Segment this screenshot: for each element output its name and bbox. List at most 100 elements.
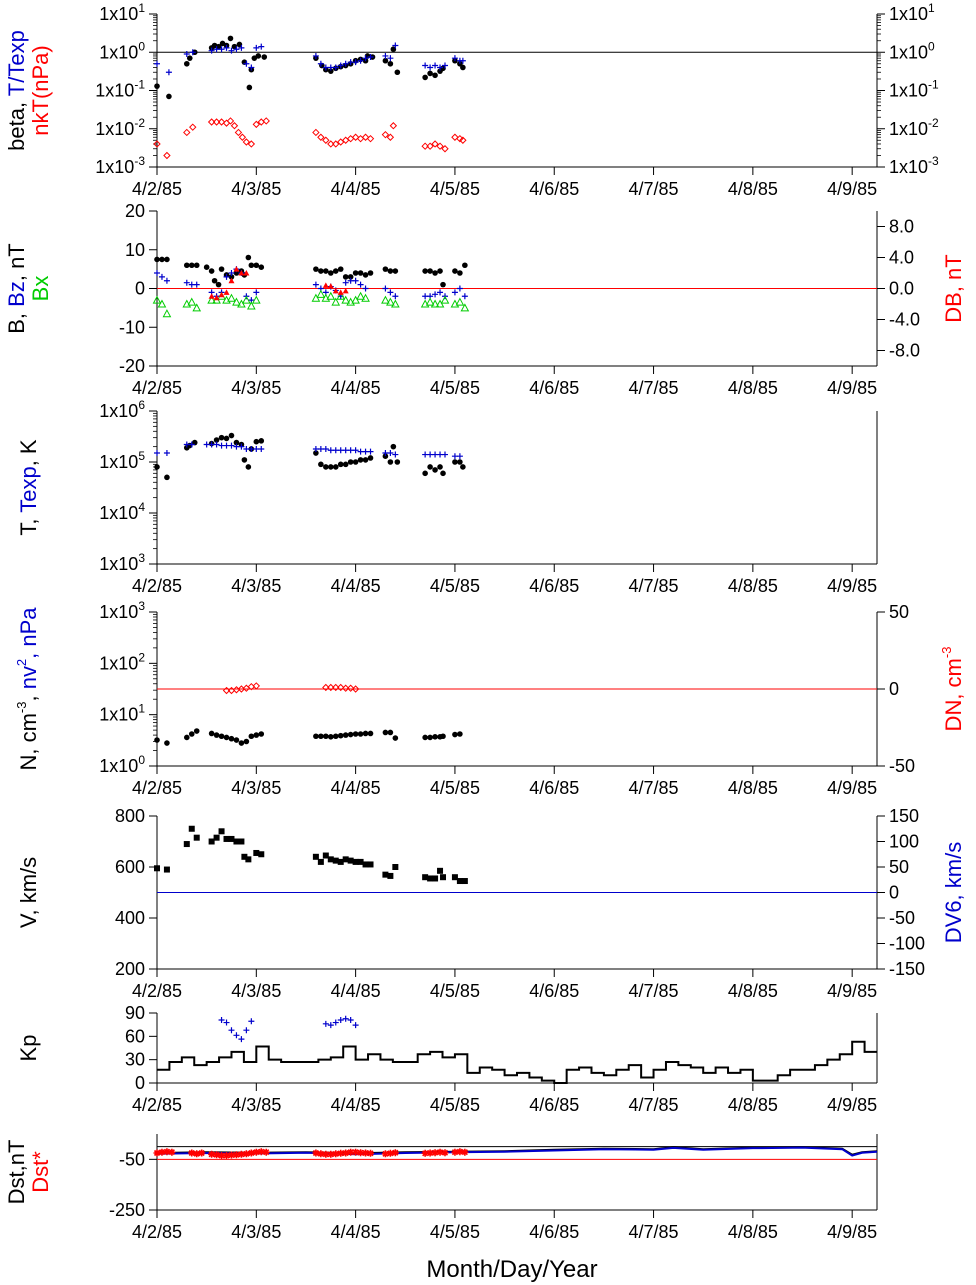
data-point: [386, 133, 395, 141]
data-point: [183, 734, 190, 741]
x-tick-label: 4/2/85: [132, 576, 182, 596]
data-point: [317, 1150, 325, 1158]
data-point: [165, 69, 172, 76]
y-axis-title-line-0: V, km/s: [16, 857, 41, 928]
data-point: [351, 133, 360, 141]
data-point: [248, 733, 255, 740]
right-tick-label: 1x10-2: [889, 116, 939, 139]
data-point: [342, 461, 349, 468]
data-point: [322, 683, 330, 692]
right-tick-label: 1x10-3: [889, 154, 939, 177]
data-point: [352, 459, 359, 465]
x-tick-label: 4/3/85: [231, 1222, 281, 1242]
data-point: [322, 1020, 329, 1027]
data-point: [218, 434, 225, 441]
data-point: [218, 1017, 225, 1023]
x-tick-label: 4/7/85: [629, 778, 679, 798]
x-tick-label: 4/6/85: [529, 1095, 579, 1115]
data-point: [332, 140, 340, 148]
y-tick-label: 400: [115, 908, 145, 928]
x-axis-title: Month/Day/Year: [426, 1256, 597, 1283]
x-tick-label: 4/6/85: [529, 576, 579, 596]
data-point: [437, 289, 444, 296]
y-axis-title-line-0: Kp: [16, 1035, 41, 1062]
right-tick-label: 8.0: [889, 217, 914, 237]
data-point: [322, 445, 329, 452]
data-point: [361, 133, 370, 141]
data-point: [243, 738, 250, 745]
data-point: [189, 49, 196, 56]
data-point: [154, 256, 160, 263]
data-point: [238, 1036, 245, 1043]
data-point: [257, 1148, 265, 1156]
data-point: [253, 262, 260, 269]
data-point: [193, 1150, 201, 1158]
data-point: [357, 270, 364, 276]
data-point: [452, 459, 458, 465]
data-point: [213, 294, 220, 301]
data-point: [253, 44, 260, 51]
data-point: [387, 289, 394, 296]
x-tick-label: 4/5/85: [430, 981, 480, 1001]
x-tick-label: 4/3/85: [231, 981, 281, 1001]
right-tick-label: -100: [889, 934, 925, 954]
data-point: [258, 438, 265, 444]
data-point: [440, 295, 450, 304]
data-point: [247, 301, 256, 310]
x-tick-label: 4/4/85: [331, 1222, 381, 1242]
data-point: [208, 47, 215, 54]
data-point: [166, 93, 172, 100]
data-point: [222, 119, 231, 127]
data-point: [427, 734, 433, 741]
data-point: [342, 60, 349, 67]
panel-field: 20 10 0 -10 -20 8.0 4.0 0.0 -4.0 -8.0 4/2/85 4/3/85…: [4, 201, 966, 398]
y-tick-label: 200: [115, 959, 145, 979]
data-point: [233, 46, 240, 53]
right-axis-title-line-0: DN, cm-3: [939, 647, 966, 732]
data-point: [460, 64, 466, 71]
data-point: [183, 262, 190, 269]
data-point: [159, 256, 165, 263]
data-point: [312, 281, 319, 288]
data-point: [227, 1151, 235, 1159]
data-point: [258, 851, 265, 858]
panel-velocity: 800 600 400 200 150 100 50 0 -50 -100 -150 4/2/85 4/…: [16, 806, 966, 1043]
data-point: [386, 297, 395, 306]
data-point: [442, 62, 448, 69]
y-axis-title-line-1: nkT(nPa): [28, 45, 53, 135]
data-point: [241, 457, 248, 463]
data-point: [313, 450, 319, 456]
data-point: [437, 268, 443, 274]
y-tick-label: 10: [125, 240, 145, 260]
data-point: [357, 858, 364, 865]
data-point: [228, 277, 235, 284]
data-point: [337, 289, 344, 295]
data-point: [421, 1149, 429, 1157]
data-point: [342, 1149, 350, 1157]
data-point: [187, 297, 197, 306]
data-point: [441, 145, 449, 153]
data-point: [352, 447, 359, 454]
data-point: [352, 59, 359, 66]
right-tick-label: 1x100: [889, 39, 935, 62]
x-tick-label: 4/8/85: [728, 981, 778, 1001]
data-point: [351, 295, 360, 304]
data-point: [337, 62, 344, 69]
data-point: [154, 450, 160, 457]
data-point: [352, 270, 359, 276]
data-point: [387, 60, 394, 67]
data-point: [426, 142, 434, 150]
data-point: [262, 1148, 270, 1156]
data-point: [164, 474, 170, 481]
x-tick-label: 4/7/85: [629, 1095, 679, 1115]
data-point: [332, 683, 340, 692]
data-point: [337, 1017, 344, 1023]
data-point: [186, 55, 193, 61]
y-axis-title-line-0: B, Bz, nT: [4, 243, 29, 334]
x-tick-label: 4/4/85: [331, 778, 381, 798]
data-point: [327, 734, 334, 740]
data-point: [245, 464, 252, 470]
data-point: [246, 84, 253, 91]
data-point: [362, 55, 369, 62]
data-point: [387, 729, 394, 736]
